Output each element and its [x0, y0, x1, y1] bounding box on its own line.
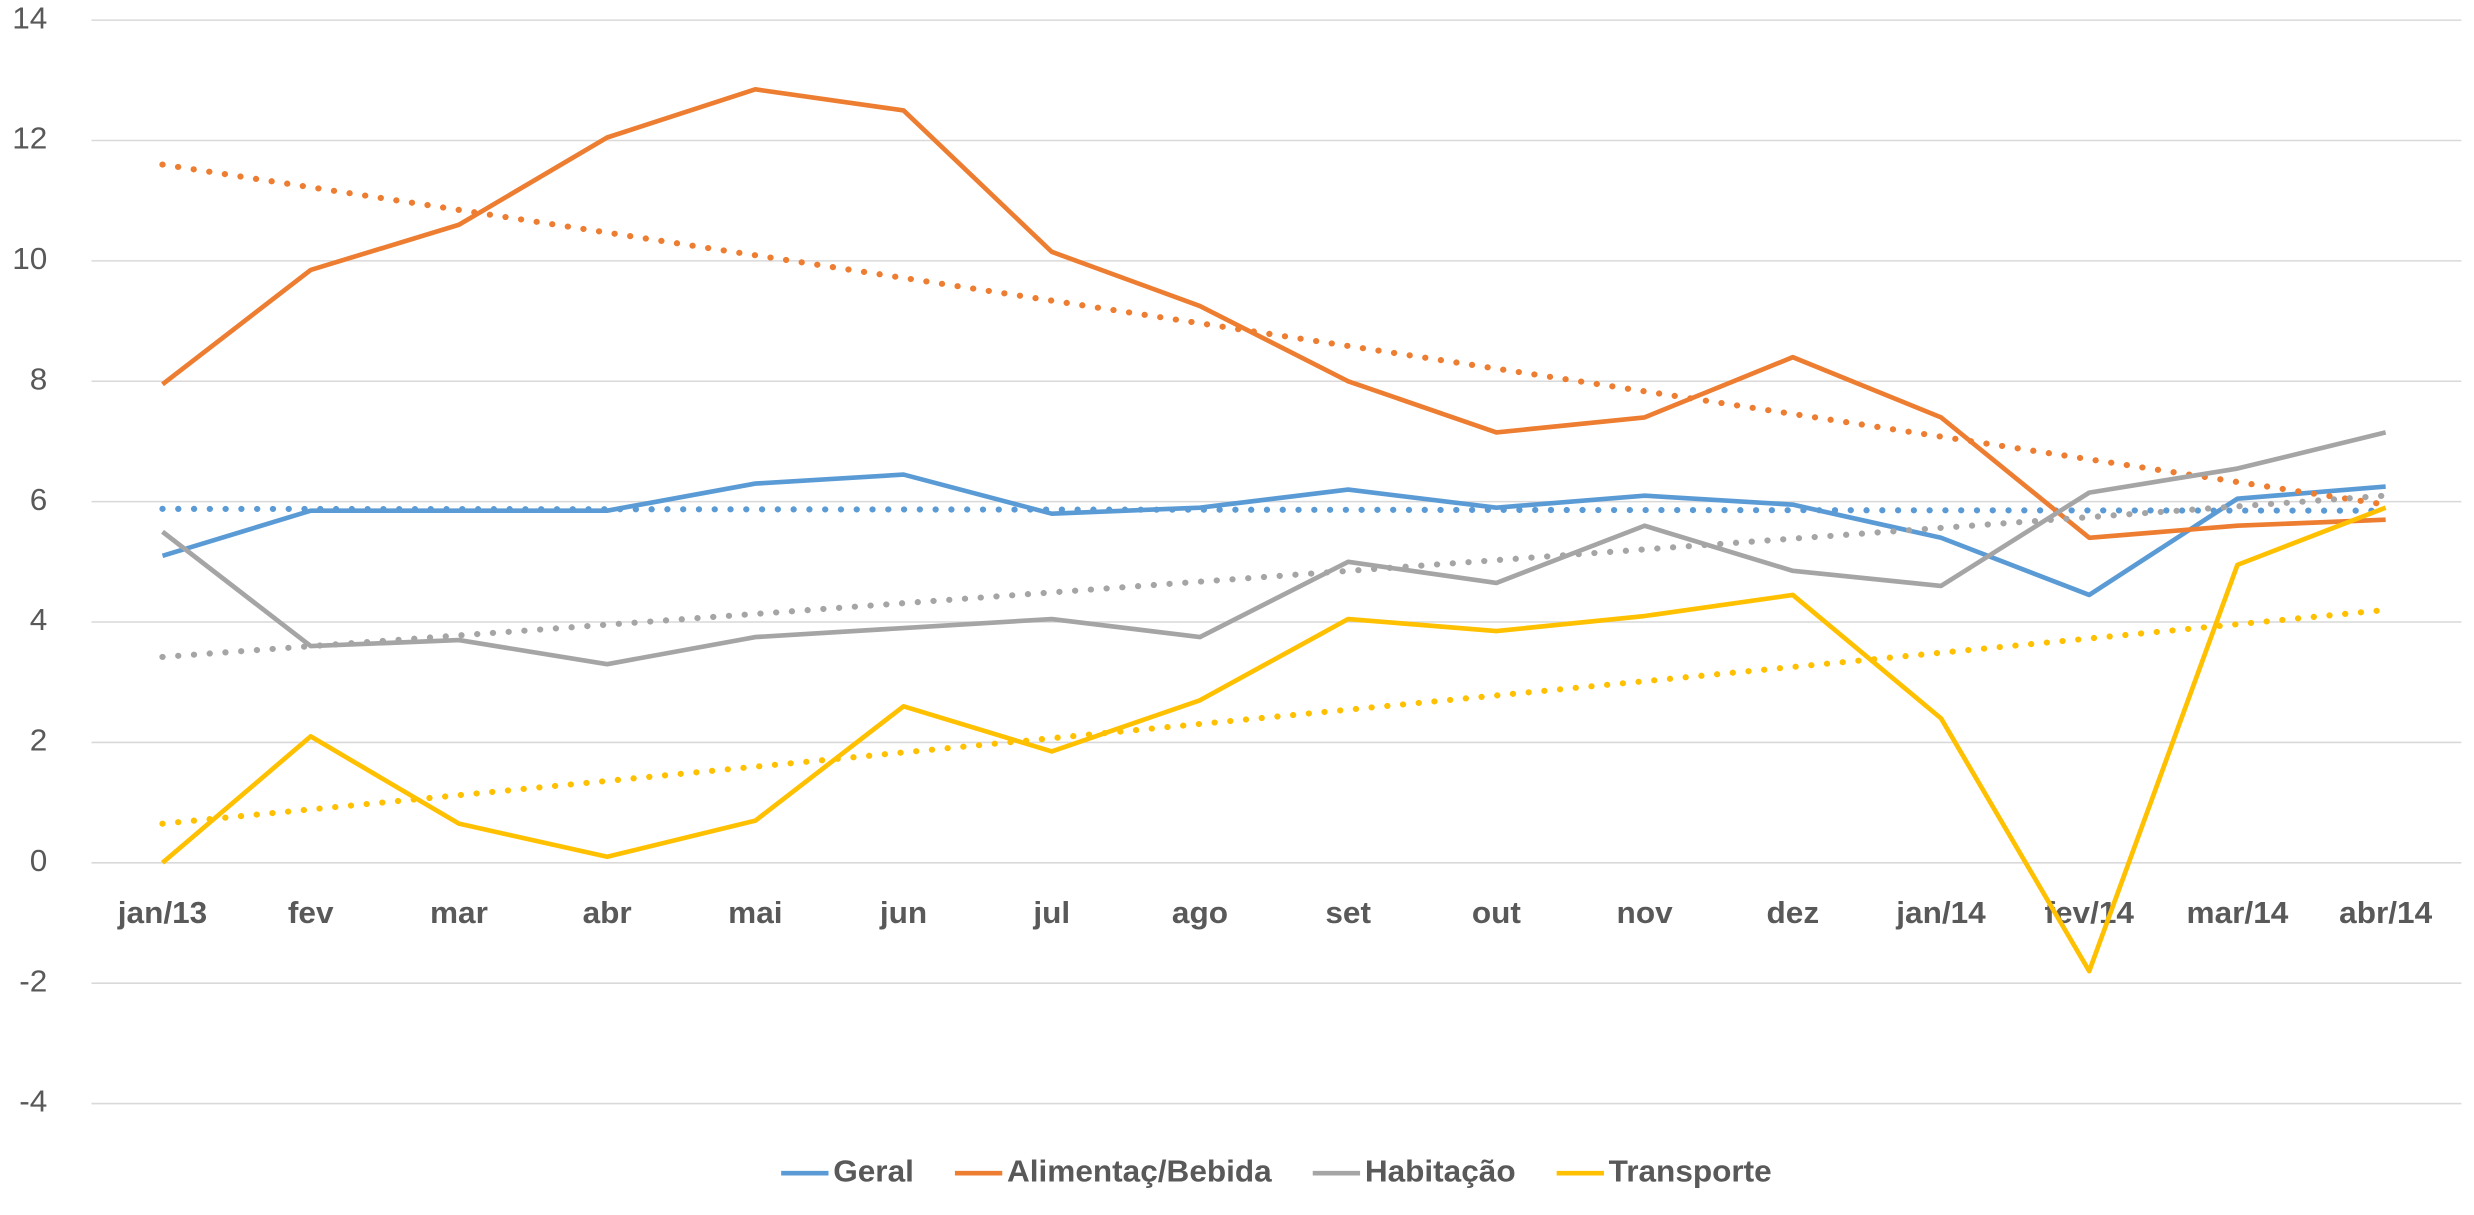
y-tick-label: 6 — [30, 482, 48, 517]
x-tick-label: dez — [1767, 895, 1820, 930]
series-line — [161, 472, 2386, 598]
x-tick-label: nov — [1617, 895, 1674, 930]
series-line — [160, 505, 2387, 974]
legend-item: Geral — [781, 1154, 914, 1189]
x-tick-label: mai — [728, 895, 782, 930]
x-tick-label: fev/14 — [2044, 895, 2134, 930]
trend-line — [159, 161, 2389, 508]
legend-item: Habitação — [1312, 1154, 1516, 1189]
x-tick-label: out — [1472, 895, 1522, 930]
x-tick-label: jan/14 — [1895, 895, 1986, 930]
legend-label: Habitação — [1365, 1154, 1516, 1189]
legend-item: Alimentaç/Bebida — [954, 1154, 1272, 1189]
series-line — [161, 87, 2386, 541]
trend-line — [159, 492, 2389, 661]
trend-line — [159, 606, 2389, 827]
legend-label: Transporte — [1609, 1154, 1772, 1189]
y-tick-label: 2 — [30, 723, 48, 758]
y-tick-label: -4 — [19, 1084, 47, 1119]
legend-item: Transporte — [1556, 1154, 1772, 1189]
y-tick-label: 12 — [12, 121, 47, 156]
y-tick-label: 4 — [30, 602, 48, 637]
y-tick-label: 8 — [30, 362, 48, 397]
x-tick-label: set — [1325, 895, 1371, 930]
x-tick-label: abr/14 — [2339, 895, 2433, 930]
x-tick-label: jun — [879, 895, 927, 930]
x-tick-label: abr — [583, 895, 632, 930]
y-tick-label: 14 — [12, 1, 47, 36]
x-tick-label: mar/14 — [2187, 895, 2289, 930]
legend-label: Geral — [833, 1154, 914, 1189]
x-tick-label: jan/13 — [117, 895, 207, 930]
x-tick-label: ago — [1172, 895, 1228, 930]
legend: Geral Alimentaç/Bebida Habitação Transporte — [781, 1154, 1772, 1189]
y-tick-label: -2 — [19, 964, 47, 999]
x-tick-label: jul — [1032, 895, 1070, 930]
legend-label: Alimentaç/Bebida — [1007, 1154, 1272, 1189]
x-tick-label: mar — [430, 895, 488, 930]
x-tick-label: fev — [288, 895, 334, 930]
y-tick-label: 10 — [12, 241, 47, 276]
series-line — [161, 430, 2387, 667]
y-tick-label: 0 — [30, 843, 48, 878]
